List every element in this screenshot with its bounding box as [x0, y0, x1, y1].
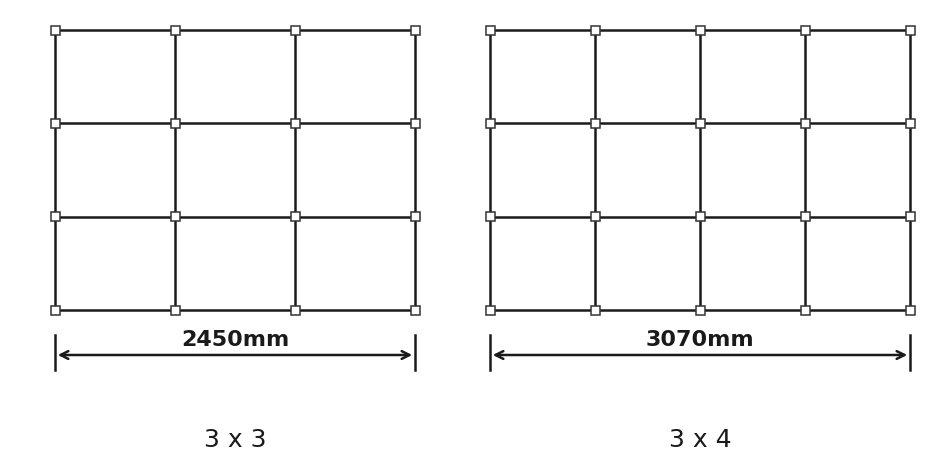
- Bar: [485, 119, 495, 128]
- Bar: [51, 212, 59, 221]
- Bar: [801, 212, 809, 221]
- Bar: [905, 26, 915, 34]
- Bar: [591, 212, 599, 221]
- Bar: [591, 306, 599, 315]
- Bar: [171, 212, 180, 221]
- Text: 3070mm: 3070mm: [645, 330, 755, 350]
- Text: 3 x 3: 3 x 3: [203, 428, 267, 452]
- Bar: [51, 306, 59, 315]
- Bar: [695, 306, 705, 315]
- Bar: [485, 306, 495, 315]
- Bar: [695, 26, 705, 34]
- Text: 3 x 4: 3 x 4: [669, 428, 731, 452]
- Bar: [411, 306, 419, 315]
- Bar: [905, 306, 915, 315]
- Bar: [290, 306, 300, 315]
- Bar: [51, 26, 59, 34]
- Bar: [411, 119, 419, 128]
- Bar: [801, 306, 809, 315]
- Bar: [801, 119, 809, 128]
- Bar: [290, 119, 300, 128]
- Bar: [51, 119, 59, 128]
- Bar: [171, 306, 180, 315]
- Bar: [801, 26, 809, 34]
- Bar: [290, 26, 300, 34]
- Bar: [171, 119, 180, 128]
- Bar: [905, 212, 915, 221]
- Bar: [411, 212, 419, 221]
- Bar: [591, 26, 599, 34]
- Bar: [485, 26, 495, 34]
- Bar: [411, 26, 419, 34]
- Text: 2450mm: 2450mm: [181, 330, 289, 350]
- Bar: [591, 119, 599, 128]
- Bar: [290, 212, 300, 221]
- Bar: [695, 119, 705, 128]
- Bar: [485, 212, 495, 221]
- Bar: [695, 212, 705, 221]
- Bar: [171, 26, 180, 34]
- Bar: [905, 119, 915, 128]
